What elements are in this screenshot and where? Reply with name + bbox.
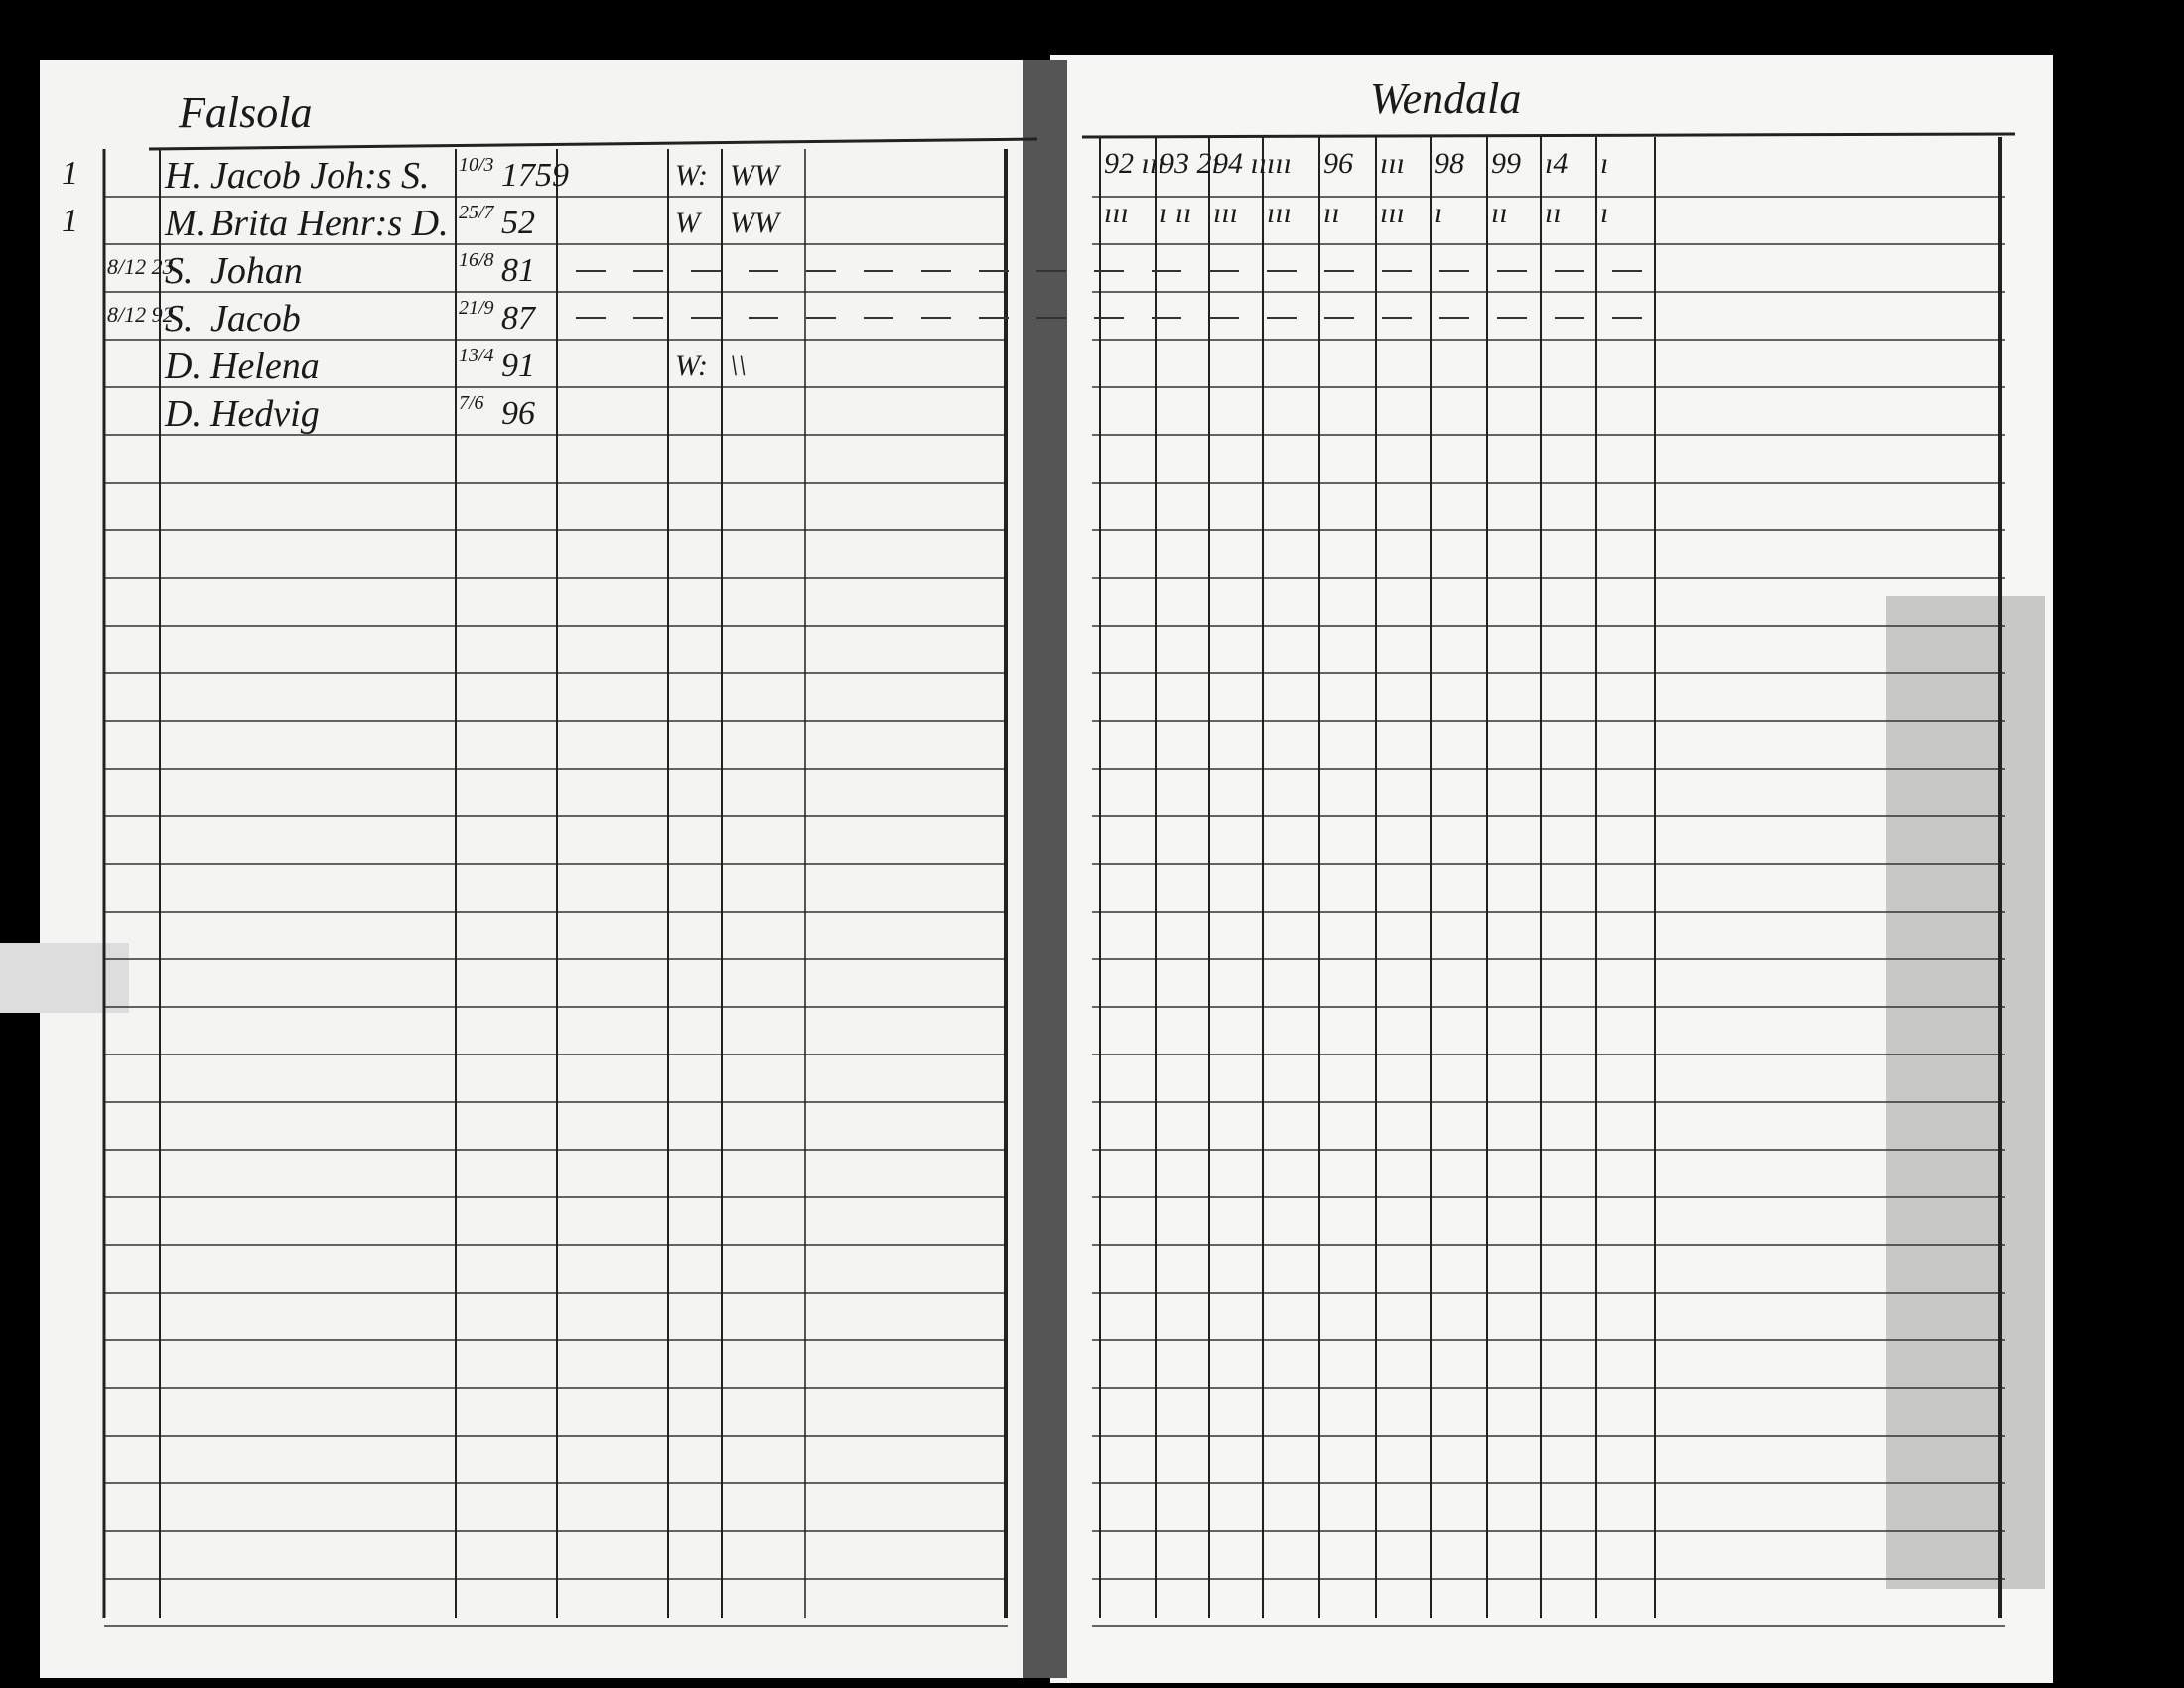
role-abbrev: H. xyxy=(165,155,202,197)
birth-day-month: 7/6 xyxy=(459,392,484,414)
entry-count: 1 xyxy=(62,203,78,239)
role-abbrev: M. xyxy=(165,203,206,244)
year-mark-cell: ııı xyxy=(1267,147,1293,180)
year-mark-cell: ı xyxy=(1600,197,1609,229)
year-mark-cell: ıı xyxy=(1491,197,1508,229)
year-mark-cell: ı ıı xyxy=(1160,197,1192,229)
margin-note: 8/12 92 xyxy=(107,302,174,327)
birth-day-month: 10/3 xyxy=(459,154,494,176)
birth-day-month: 13/4 xyxy=(459,345,494,366)
year-mark-cell: ııı xyxy=(1213,197,1239,229)
exam-mark: WW xyxy=(730,207,779,239)
exam-mark: W: xyxy=(675,350,709,382)
year-mark-cell: 98 xyxy=(1434,147,1464,180)
person-name: Hedvig xyxy=(210,393,320,435)
year-mark-cell: ııı xyxy=(1380,147,1406,180)
year-mark-cell: ııı xyxy=(1267,197,1293,229)
year-mark-cell: ı xyxy=(1600,147,1609,180)
year-mark-cell: 93 2ı xyxy=(1160,147,1220,180)
exam-mark: W xyxy=(675,207,700,239)
year-mark-cell: 94 ıı xyxy=(1213,147,1268,180)
birth-year: 81 xyxy=(501,252,535,289)
year-mark-cell: ı4 xyxy=(1545,147,1569,180)
year-mark-cell: ııı xyxy=(1380,197,1406,229)
person-name: Jacob xyxy=(210,298,301,340)
page-tab xyxy=(0,943,129,1013)
birth-day-month: 21/9 xyxy=(459,297,494,319)
role-abbrev: S. xyxy=(165,250,194,292)
birth-year: 1759 xyxy=(501,157,569,194)
left-page-title: Falsola xyxy=(179,88,313,137)
right-page xyxy=(1050,55,2053,1683)
person-name: Helena xyxy=(210,346,320,387)
left-header-line xyxy=(148,137,1038,151)
exam-mark: \\ xyxy=(730,350,747,382)
role-abbrev: D. xyxy=(165,393,202,435)
year-mark-cell: 92 ııı xyxy=(1104,147,1166,180)
birth-year: 52 xyxy=(501,205,535,241)
birth-day-month: 25/7 xyxy=(459,202,494,223)
person-name: Brita Henr:s D. xyxy=(210,203,449,244)
year-mark-cell: ıı xyxy=(1545,197,1562,229)
book-gutter xyxy=(1023,60,1067,1678)
exam-mark: WW xyxy=(730,159,779,192)
birth-year: 87 xyxy=(501,300,535,337)
year-mark-cell: 96 xyxy=(1323,147,1353,180)
birth-day-month: 16/8 xyxy=(459,249,494,271)
birth-year: 96 xyxy=(501,395,535,432)
year-mark-cell: 99 xyxy=(1491,147,1521,180)
margin-note: 8/12 23 xyxy=(107,254,174,279)
year-mark-cell: ı xyxy=(1434,197,1443,229)
stain xyxy=(1886,596,2045,1589)
birth-year: 91 xyxy=(501,348,535,384)
person-name: Johan xyxy=(210,250,303,292)
exam-mark: W: xyxy=(675,159,709,192)
entry-count: 1 xyxy=(62,155,78,192)
role-abbrev: D. xyxy=(165,346,202,387)
year-mark-cell: ıı xyxy=(1323,197,1340,229)
right-header-line xyxy=(1081,132,2016,139)
right-page-title: Wendala xyxy=(1370,74,1522,123)
year-mark-cell: ııı xyxy=(1104,197,1130,229)
person-name: Jacob Joh:s S. xyxy=(210,155,430,197)
left-page xyxy=(40,60,1042,1678)
role-abbrev: S. xyxy=(165,298,194,340)
